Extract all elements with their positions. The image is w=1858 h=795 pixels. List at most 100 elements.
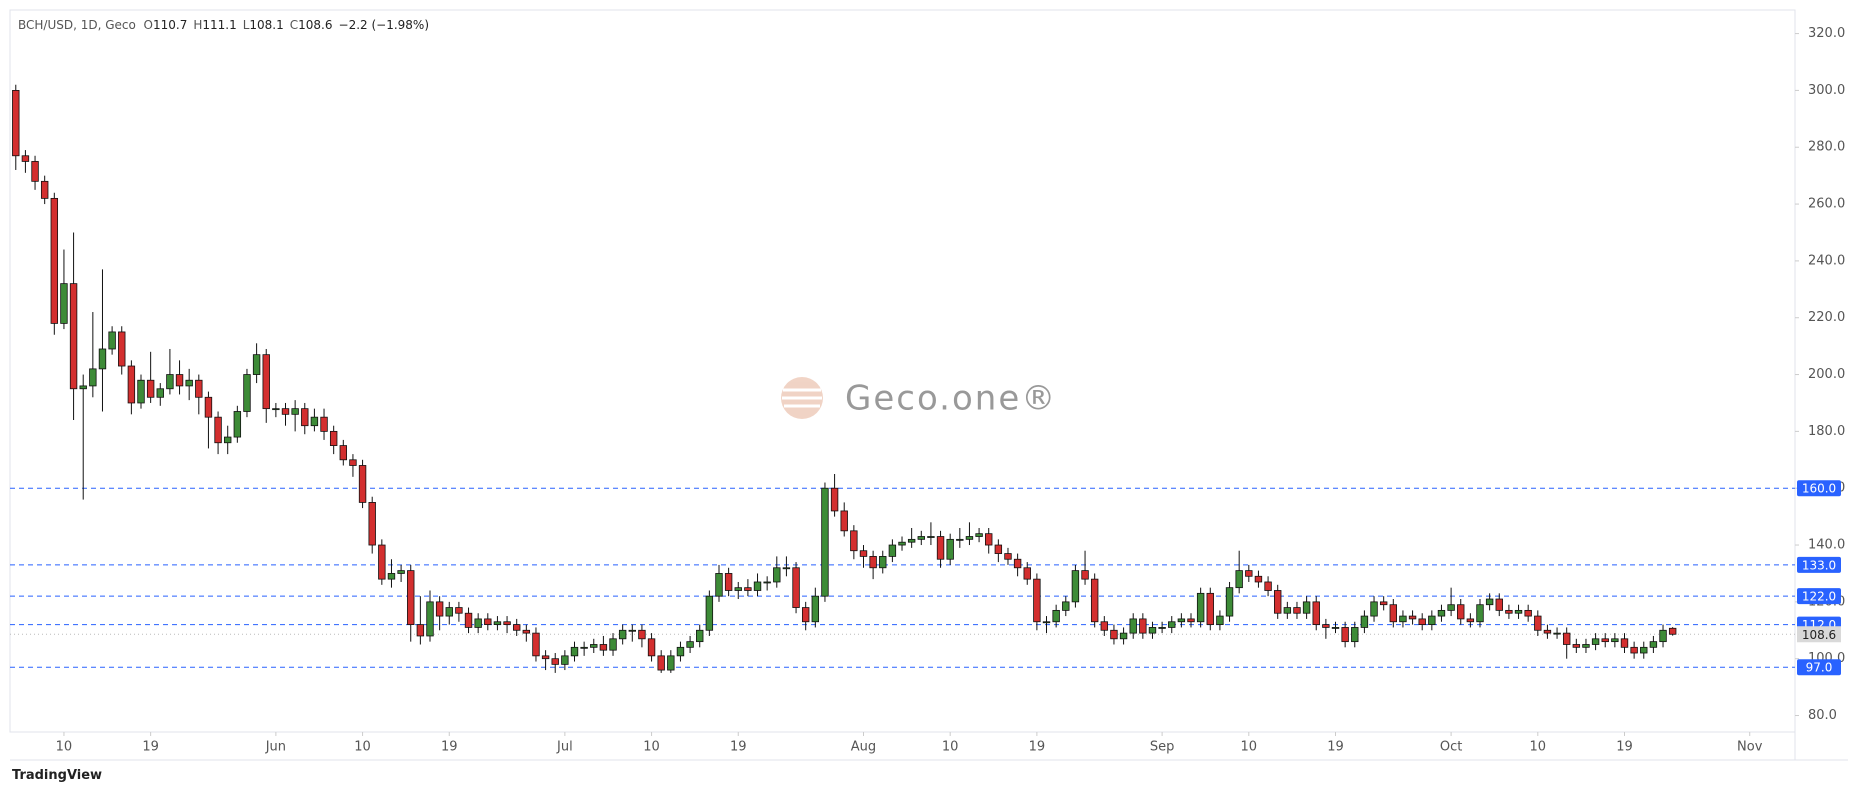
ohlc-value: 111.1 <box>202 18 237 32</box>
candle-body <box>782 567 791 570</box>
candle-body <box>416 624 425 637</box>
x-tick-label: 19 <box>730 740 747 755</box>
y-tick-label: 240.0 <box>1808 253 1845 268</box>
candle-body <box>1649 641 1658 648</box>
level-label: 122.0 <box>1802 590 1836 604</box>
ohlc-value: 110.7 <box>152 18 188 32</box>
candle-body <box>1283 607 1292 614</box>
candle-body <box>1562 632 1571 645</box>
level-tag <box>1797 556 1841 573</box>
candle-body <box>1553 632 1561 635</box>
change: −2.2 (−1.98%) <box>338 18 430 32</box>
candle-body <box>1601 638 1609 643</box>
candle-body <box>89 368 97 387</box>
candle-body <box>358 465 367 503</box>
candle-body <box>773 567 781 583</box>
candle-body <box>1129 618 1137 634</box>
candle-body <box>243 374 251 412</box>
ohlc-key: L <box>242 18 250 32</box>
candle-body <box>1640 646 1648 654</box>
x-tick-label: 19 <box>1616 740 1633 755</box>
candle-body <box>1428 615 1436 625</box>
candle-body <box>1495 598 1503 611</box>
x-tick-label: Aug <box>851 740 876 755</box>
candle-body <box>445 607 453 617</box>
candle-body <box>1225 587 1234 617</box>
x-tick-label: 19 <box>1327 740 1344 755</box>
ohlc-value: 108.1 <box>249 18 284 32</box>
x-tick-label: Nov <box>1737 740 1763 755</box>
candle-body <box>474 618 482 628</box>
candle-body <box>484 618 492 625</box>
candle-body <box>137 379 145 404</box>
watermark: Geco.one® <box>845 379 1057 419</box>
candle-body <box>618 629 627 640</box>
candle-body <box>281 408 290 415</box>
candle-body <box>387 573 396 580</box>
candle-body <box>686 641 694 648</box>
candle-body <box>946 538 954 560</box>
candle-body <box>1572 644 1581 648</box>
x-tick-label: 10 <box>942 740 959 755</box>
candle-body <box>69 283 78 390</box>
candle-body <box>1023 567 1031 580</box>
candle-body <box>214 416 222 444</box>
candle-body <box>1331 627 1340 629</box>
candle-body <box>1206 592 1214 625</box>
candle-body <box>329 430 338 446</box>
candle-body <box>590 644 598 648</box>
candle-body <box>830 487 839 512</box>
candle-body <box>1264 581 1272 591</box>
candle-body <box>1582 644 1590 648</box>
x-tick-label: 19 <box>441 740 458 755</box>
candle-body <box>1119 632 1128 640</box>
y-tick-label: 220.0 <box>1808 310 1845 325</box>
candle-body <box>1090 578 1099 623</box>
candle-body <box>1476 604 1484 623</box>
candle-body <box>1293 607 1301 614</box>
header: BCH/USD, 1D, Geco O110.7 H111.1 L108.1 C108… <box>18 18 435 32</box>
candle-body <box>262 354 270 410</box>
candle-body <box>1042 621 1051 624</box>
candle-body <box>1216 615 1224 625</box>
last-price-tag <box>1797 626 1841 643</box>
y-tick-label: 280.0 <box>1808 140 1845 155</box>
candle-body <box>185 379 193 387</box>
candle-body <box>715 573 723 597</box>
candle-body <box>580 646 588 649</box>
candle-body <box>1514 609 1523 614</box>
candle-body <box>156 388 164 398</box>
candle-body <box>1004 553 1012 560</box>
x-tick-label: Sep <box>1150 740 1175 755</box>
x-tick-label: Jul <box>556 740 573 755</box>
y-tick-label: 140.0 <box>1808 538 1845 553</box>
candle-body <box>724 573 733 591</box>
candle-body <box>1399 615 1407 623</box>
candle-body <box>599 644 608 651</box>
candle-body <box>339 445 348 461</box>
candle-body <box>368 502 376 546</box>
candle-body <box>1611 638 1619 643</box>
candle-body <box>21 155 30 162</box>
candle-body <box>146 379 155 398</box>
candle-body <box>1187 618 1195 623</box>
candle-body <box>753 581 762 591</box>
candle-body <box>301 408 309 427</box>
candle-body <box>310 416 319 427</box>
candle-body <box>667 655 675 671</box>
plot-frame <box>9 9 1796 733</box>
level-tag <box>1797 588 1841 605</box>
candle-body <box>522 629 531 634</box>
candle-body <box>397 570 405 574</box>
candle-body <box>561 655 569 665</box>
candle-body <box>792 567 800 608</box>
watermark-logo <box>781 377 823 419</box>
y-tick-label: 80.0 <box>1808 708 1837 723</box>
candle-body <box>1524 609 1532 617</box>
candle-body <box>1534 615 1542 631</box>
candle-body <box>1341 627 1349 643</box>
x-tick-label: 10 <box>1530 740 1547 755</box>
candle-body <box>1668 627 1677 635</box>
candle-body <box>898 541 906 546</box>
